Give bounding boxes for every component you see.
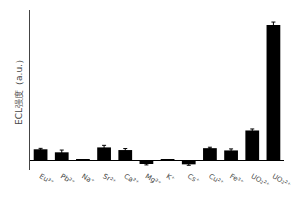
- svg-text:Pb²⁺: Pb²⁺: [59, 172, 76, 187]
- svg-text:Cs⁺: Cs⁺: [186, 172, 201, 185]
- svg-text:UO₂²⁺: UO₂²⁺: [271, 172, 293, 189]
- svg-text:Eu³⁺: Eu³⁺: [38, 172, 56, 187]
- svg-text:ECL强度（a.u.）: ECL强度（a.u.）: [14, 55, 24, 125]
- svg-text:K⁺: K⁺: [165, 172, 176, 183]
- svg-text:Ca²⁺: Ca²⁺: [123, 172, 141, 187]
- svg-text:Sr²⁺: Sr²⁺: [101, 172, 117, 186]
- svg-text:Cu²⁺: Cu²⁺: [207, 172, 225, 187]
- svg-text:Na⁺: Na⁺: [80, 172, 96, 186]
- svg-text:Fe³⁺: Fe³⁺: [228, 172, 245, 186]
- svg-text:Mg²⁺: Mg²⁺: [144, 172, 163, 188]
- svg-text:UO₂²⁺: UO₂²⁺: [250, 172, 272, 189]
